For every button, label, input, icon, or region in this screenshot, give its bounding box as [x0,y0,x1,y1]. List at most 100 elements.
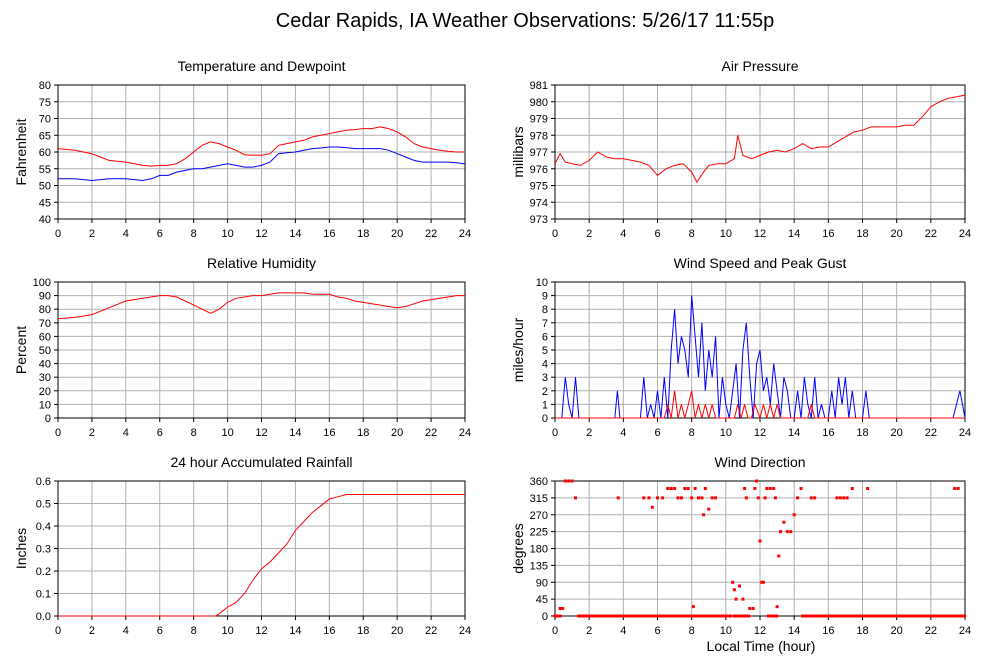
direction-point [758,539,762,543]
direction-point [775,614,779,618]
x-tick-label: 24 [459,625,471,637]
y-tick-label: 20 [39,386,51,398]
y-tick-label: 40 [39,359,51,371]
plot-frame [554,84,966,220]
direction-point [693,487,697,490]
x-tick-label: 18 [357,427,369,439]
direction-point [963,614,967,618]
chart-title: Air Pressure [721,58,798,74]
direction-point [707,507,711,511]
direction-point [683,487,687,490]
x-tick-label: 8 [191,228,197,240]
direction-point [760,580,764,584]
y-tick-label: 7 [542,318,548,330]
direction-point [676,496,680,500]
direction-point [729,614,733,618]
x-tick-label: 20 [391,427,403,439]
direction-point [703,487,707,490]
x-tick-label: 10 [221,625,233,637]
x-tick-label: 6 [157,228,163,240]
direction-point [570,479,574,483]
chart-title: Relative Humidity [207,255,316,271]
x-tick-label: 12 [754,427,766,439]
y-tick-label: 225 [530,527,548,539]
x-tick-label: 22 [925,228,937,240]
direction-point [775,605,779,609]
y-tick-label: 90 [536,577,548,589]
direction-point [661,496,665,500]
direction-point [647,496,651,500]
y-axis-label: degrees [510,523,526,574]
series-line-0 [555,295,966,419]
y-tick-label: 3 [542,372,548,384]
x-tick-label: 14 [289,427,301,439]
x-tick-label: 20 [391,625,403,637]
x-tick-label: 0 [55,427,61,439]
series-line-0 [58,494,465,617]
direction-point [792,513,796,517]
direction-point [567,479,571,483]
x-tick-label: 18 [856,228,868,240]
x-tick-label: 16 [323,427,335,439]
direction-point [751,607,755,610]
direction-point [669,487,673,490]
x-tick-label: 18 [357,625,369,637]
x-tick-label: 12 [754,228,766,240]
direction-point [656,496,659,500]
direction-point [748,607,752,610]
x-tick-label: 10 [720,427,732,439]
x-tick-label: 22 [925,427,937,439]
y-tick-label: 135 [530,560,548,572]
x-tick-label: 10 [720,625,732,637]
x-tick-label: 6 [654,427,660,439]
x-tick-label: 14 [289,625,301,637]
series-line-0 [57,126,465,167]
x-tick-label: 12 [255,228,267,240]
direction-point [953,487,957,490]
x-tick-label: 4 [620,228,626,240]
y-tick-label: 0.2 [36,566,51,578]
x-tick-label: 16 [822,427,834,439]
direction-point [782,520,786,524]
direction-point [850,487,854,490]
direction-point [744,496,748,500]
y-axis-label: Percent [13,326,29,374]
x-tick-label: 8 [689,427,695,439]
x-tick-label: 12 [754,625,766,637]
x-tick-label: 20 [891,427,903,439]
direction-point [738,584,741,588]
x-tick-label: 16 [822,228,834,240]
y-tick-label: 973 [530,214,548,226]
x-tick-label: 22 [925,625,937,637]
series-line-0 [554,94,966,184]
direction-point [691,605,695,609]
direction-point [813,496,817,500]
x-tick-label: 2 [586,427,592,439]
x-tick-label: 4 [123,228,129,240]
plot-frame [554,480,966,617]
y-tick-label: 0.1 [36,589,51,601]
direction-point [835,496,839,500]
y-tick-label: 0.3 [36,544,51,556]
y-tick-label: 0.4 [36,521,51,533]
y-axis-label: Fahrenheit [13,118,29,185]
x-tick-label: 14 [788,228,800,240]
y-tick-label: 55 [39,164,51,176]
x-tick-label: 4 [620,427,626,439]
direction-point [866,487,870,490]
direction-point [809,496,813,500]
direction-point [747,614,751,618]
x-tick-label: 8 [191,625,197,637]
y-tick-label: 8 [542,304,548,316]
y-tick-label: 9 [542,291,548,303]
direction-point [563,479,567,483]
y-tick-label: 979 [530,114,548,126]
page-title: Cedar Rapids, IA Weather Observations: 5… [276,10,774,32]
x-tick-label: 18 [856,625,868,637]
y-axis-label: miles/hour [510,317,526,382]
y-tick-label: 30 [39,372,51,384]
